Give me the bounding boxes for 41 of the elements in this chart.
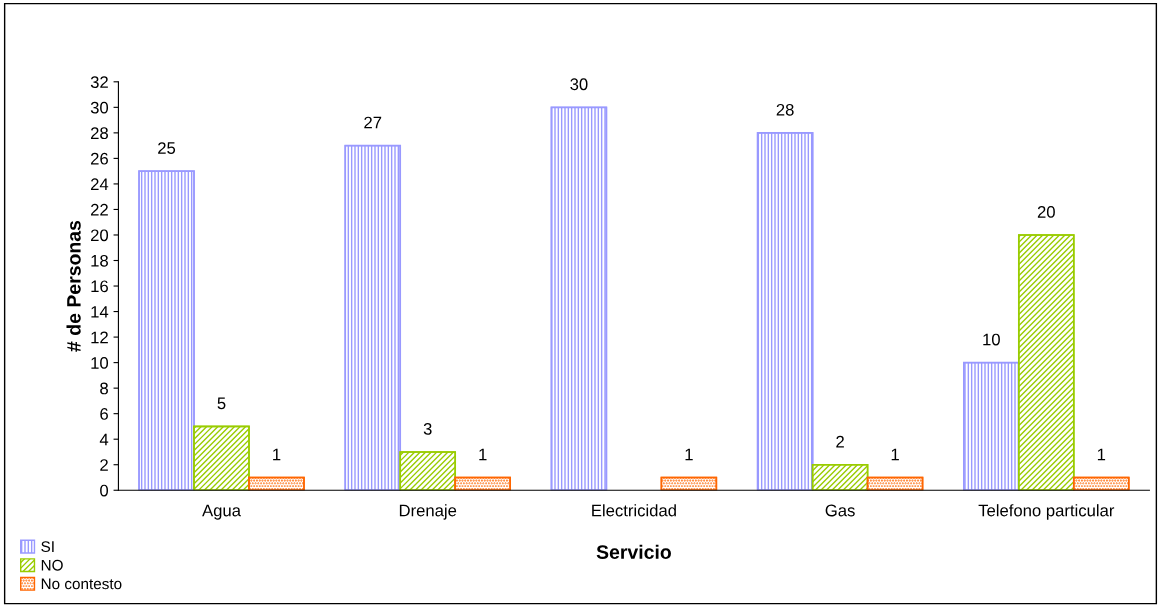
data-label: 5 [217, 397, 226, 410]
x-tick-label: Drenaje [399, 504, 457, 520]
y-tick-label: 24 [91, 178, 109, 190]
y-tick-label: 26 [91, 152, 108, 165]
data-label: 2 [836, 435, 844, 448]
data-label: 1 [685, 448, 693, 461]
y-tick-label: 32 [90, 76, 108, 89]
data-label: 20 [1037, 205, 1055, 218]
y-tick-label: 22 [91, 203, 108, 216]
y-tick-label: 16 [91, 280, 108, 293]
data-label: 1 [479, 448, 487, 461]
y-axis-title: # de Personas [66, 220, 81, 352]
y-tick-label: 8 [100, 382, 108, 395]
data-label: 25 [158, 142, 176, 154]
data-label: 10 [983, 333, 1000, 346]
data-label: 1 [891, 448, 899, 461]
x-tick-label: Agua [202, 504, 241, 520]
legend-label: SI [41, 541, 54, 553]
x-tick-label: Gas [825, 504, 855, 517]
x-tick-label: Telefono particular [978, 504, 1115, 520]
y-tick-label: 6 [100, 408, 108, 420]
y-tick-label: 12 [91, 331, 108, 344]
y-tick-label: 2 [100, 459, 108, 471]
legend-label: NO [41, 559, 63, 571]
y-tick-label: 4 [99, 433, 109, 446]
data-label: 3 [423, 422, 432, 435]
y-tick-label: 14 [91, 306, 109, 318]
x-tick-label: Electricidad [592, 504, 676, 517]
y-tick-label: 18 [91, 254, 108, 267]
y-tick-label: 20 [91, 229, 109, 242]
data-label: 1 [1097, 448, 1106, 461]
legend-label: No contesto [41, 578, 122, 590]
data-label: 27 [364, 116, 382, 129]
x-axis-title: Servicio [596, 544, 671, 559]
y-tick-label: 10 [91, 357, 109, 369]
y-tick-label: 0 [100, 484, 109, 497]
data-label: 30 [570, 78, 588, 91]
data-label: 1 [273, 448, 281, 461]
data-label: 28 [776, 103, 794, 116]
y-tick-label: 28 [91, 127, 108, 140]
y-tick-label: 30 [90, 101, 109, 114]
